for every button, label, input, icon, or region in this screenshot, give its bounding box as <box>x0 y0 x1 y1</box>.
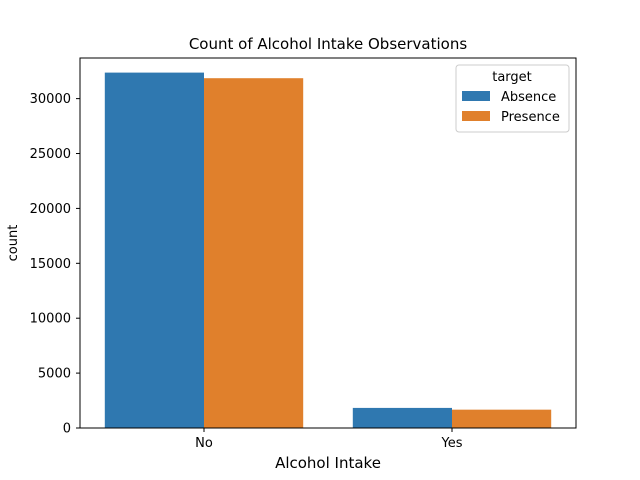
legend-items: Absence Presence <box>462 90 560 125</box>
y-tick-label: 10000 <box>30 312 71 327</box>
y-tick-label: 5000 <box>38 367 71 382</box>
y-axis-label: count <box>6 225 21 262</box>
chart-title: Count of Alcohol Intake Observations <box>189 35 468 53</box>
legend: target Absence Presence <box>455 64 570 133</box>
legend-swatch <box>462 111 490 121</box>
x-tick-label: Yes <box>441 436 463 451</box>
bar-no-absence <box>104 72 204 429</box>
legend-title: target <box>492 70 532 85</box>
y-tick-label: 15000 <box>30 257 71 272</box>
plot-frame <box>79 57 577 429</box>
bar-yes-presence <box>452 409 552 428</box>
bar-yes-absence <box>352 407 452 428</box>
legend-label: Absence <box>501 90 556 105</box>
legend-swatch <box>462 91 490 101</box>
y-tick-label: 30000 <box>30 92 71 107</box>
x-axis-label: Alcohol Intake <box>275 454 381 472</box>
bars-group <box>104 72 552 429</box>
x-tick-label: No <box>195 436 213 451</box>
y-tick-label: 25000 <box>30 147 71 162</box>
y-tick-label: 0 <box>63 422 71 437</box>
legend-label: Presence <box>501 110 560 125</box>
bar-no-presence <box>204 78 304 428</box>
x-axis-ticks: No Yes <box>195 428 463 451</box>
y-axis-ticks: 0 5000 10000 15000 20000 25000 30000 <box>30 92 80 437</box>
y-tick-label: 20000 <box>30 202 71 217</box>
